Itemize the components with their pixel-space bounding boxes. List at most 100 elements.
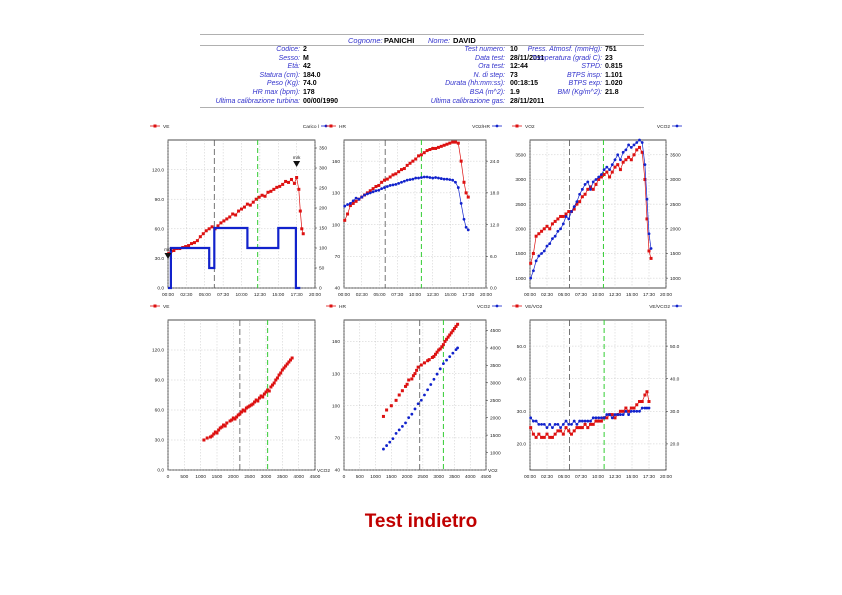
x-tick-label: 10:00: [235, 292, 247, 298]
data-point: [385, 444, 388, 447]
y-right-tick-label: 300: [319, 166, 327, 172]
data-point: [561, 422, 565, 426]
data-point: [545, 426, 549, 430]
data-point: [529, 416, 533, 420]
y-left-tick-label: 50.0: [517, 344, 527, 350]
header-value: 2: [303, 46, 307, 53]
data-point: [550, 435, 554, 439]
header-value: 1.9: [510, 89, 520, 96]
data-point: [605, 170, 609, 174]
data-point: [256, 399, 260, 403]
data-point: [351, 201, 355, 205]
data-point: [638, 409, 641, 413]
data-point: [301, 232, 305, 236]
data-point: [411, 159, 415, 163]
x-tick-label: 02:30: [541, 292, 553, 298]
data-point: [271, 383, 275, 387]
data-point: [572, 429, 576, 433]
data-point: [400, 168, 404, 172]
data-point: [580, 195, 584, 199]
header-label: Test numero:: [464, 46, 505, 53]
data-point: [204, 229, 208, 233]
x-tick-label: 17:30: [291, 292, 303, 298]
x-tick-label: 12:30: [609, 474, 621, 480]
legend-marker-left: [329, 124, 333, 128]
data-point: [240, 207, 243, 211]
data-point: [591, 416, 595, 420]
data-point: [448, 178, 452, 182]
data-point: [594, 419, 598, 423]
y-left-tick-label: 0.0: [157, 468, 164, 474]
legend-marker-right: [675, 304, 679, 308]
data-point: [632, 406, 636, 410]
data-point: [597, 419, 601, 423]
data-point: [190, 242, 194, 246]
data-point: [605, 416, 609, 420]
data-point: [580, 419, 584, 423]
data-point: [410, 412, 414, 416]
data-point: [244, 406, 248, 410]
x-tick-label: 15:00: [272, 292, 284, 298]
y-right-tick-label: 0.0: [490, 286, 497, 292]
header-label: BMI (Kg/m^2):: [557, 89, 602, 96]
data-point: [618, 409, 622, 413]
data-point: [551, 426, 554, 430]
y-left-tick-label: 20.0: [517, 442, 527, 448]
data-point: [580, 187, 584, 191]
data-point: [228, 419, 232, 423]
data-point: [208, 435, 212, 439]
data-point: [382, 447, 385, 451]
header-value: 751: [605, 46, 617, 53]
data-point: [640, 150, 644, 154]
data-point: [567, 210, 571, 214]
data-point: [397, 181, 401, 185]
data-point: [647, 406, 651, 410]
y-left-tick-label: 1500: [515, 251, 526, 257]
data-point: [368, 191, 372, 195]
data-point: [627, 143, 630, 147]
data-point: [589, 422, 593, 426]
data-point: [616, 153, 620, 157]
data-point: [534, 419, 538, 423]
data-point: [453, 140, 457, 144]
data-point: [354, 196, 358, 200]
y-left-tick-label: 60.0: [155, 227, 165, 233]
y-left-tick-label: 3500: [515, 153, 526, 159]
header-label: BTPS exp:: [568, 80, 602, 88]
x-tick-label: 00:00: [338, 292, 350, 298]
y-left-tick-label: 70: [335, 436, 341, 442]
header-rule-top: [200, 34, 644, 35]
data-point: [434, 146, 438, 150]
data-point: [605, 165, 609, 169]
legend-marker-left: [329, 304, 333, 308]
data-point: [374, 189, 378, 193]
header-value: 00:18:15: [510, 80, 539, 88]
data-point: [253, 400, 257, 404]
data-point: [275, 376, 279, 380]
data-point: [207, 227, 211, 231]
x-tick-label: 07:30: [575, 474, 587, 480]
data-point: [540, 422, 543, 426]
y-left-tick-label: 3000: [515, 177, 526, 183]
y-left-tick-label: 1000: [515, 276, 526, 282]
data-point: [629, 409, 633, 413]
x-tick-label: 12:30: [254, 292, 266, 298]
data-point: [537, 422, 541, 426]
data-point: [529, 261, 533, 265]
data-point: [645, 390, 649, 394]
data-point: [556, 229, 560, 233]
data-point: [430, 356, 434, 359]
y-right-tick-label: 3000: [670, 177, 681, 183]
header-label: STPD:: [581, 63, 602, 71]
data-point: [456, 141, 460, 145]
data-point: [408, 161, 412, 165]
data-point: [602, 168, 606, 172]
data-point: [427, 358, 431, 362]
data-point: [621, 150, 625, 154]
data-point: [222, 423, 226, 427]
x-tick-label: 2500: [244, 474, 255, 480]
x-tick-label: 2500: [418, 474, 429, 480]
data-point: [586, 426, 590, 430]
header-label: Sesso:: [278, 54, 300, 62]
data-point: [269, 189, 273, 193]
